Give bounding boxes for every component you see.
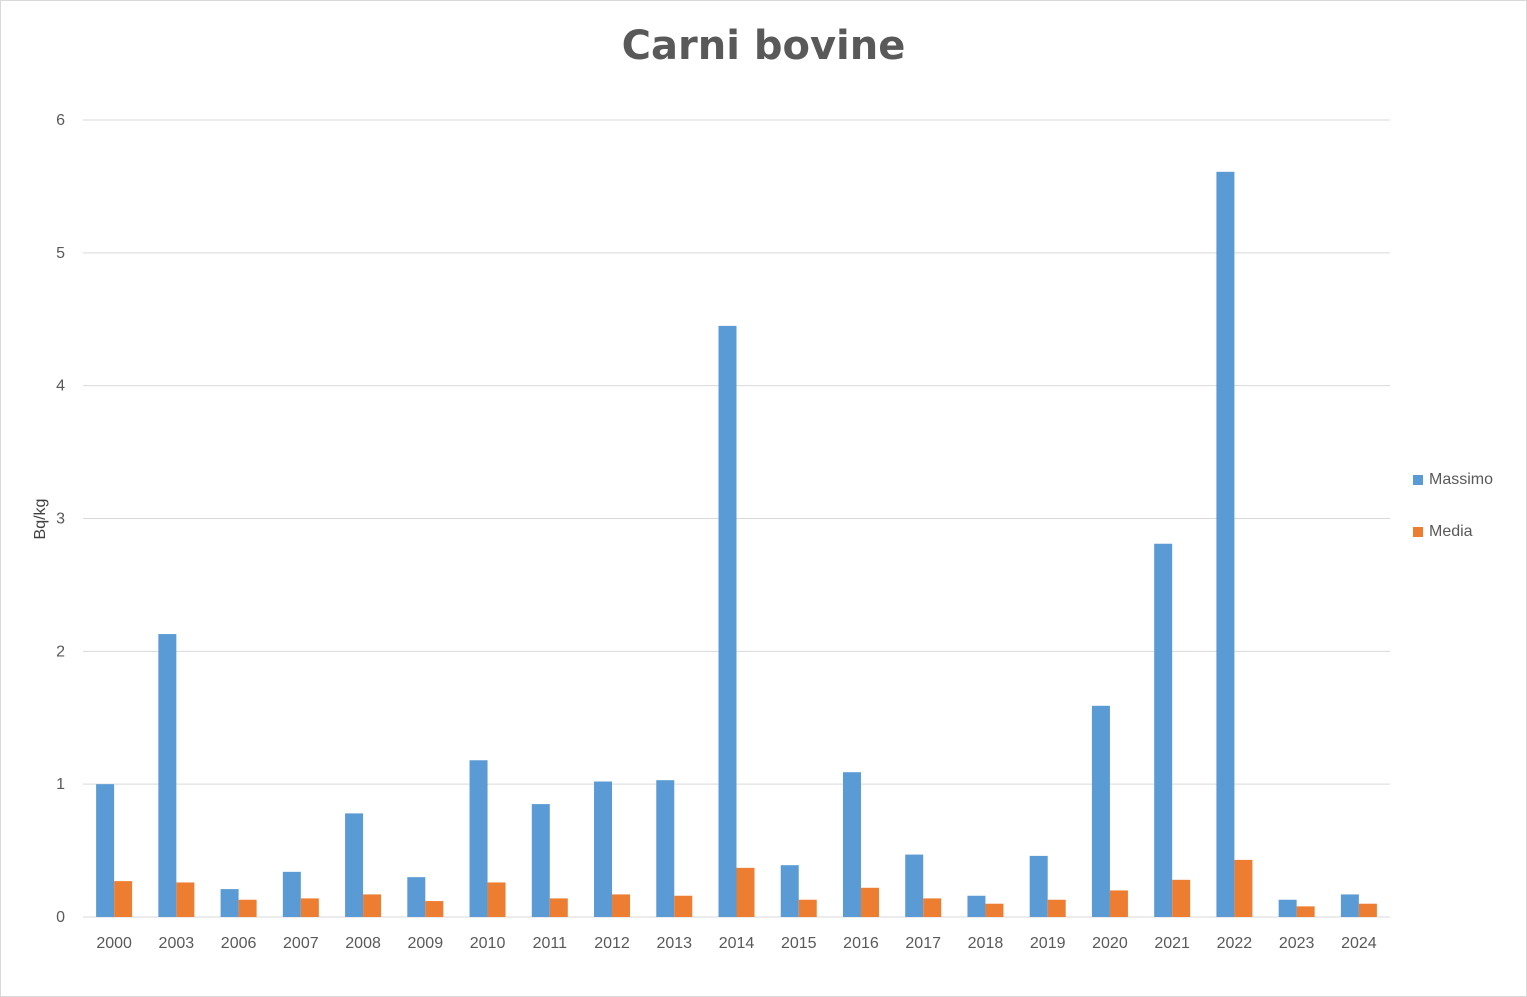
bar-massimo-2003 — [158, 634, 177, 917]
x-tick-label: 2019 — [1030, 935, 1066, 952]
x-tick-label: 2000 — [96, 935, 132, 952]
x-tick-labels: 2000 2003 2006 2007 2008 2009 2010 2011 2012 2013… — [96, 935, 1376, 952]
bar-media-2022 — [1234, 859, 1253, 917]
legend-label-media: Media — [1429, 523, 1473, 540]
bar-media-2000 — [114, 881, 133, 917]
x-tick-label: 2023 — [1279, 935, 1315, 952]
legend-item-massimo: Massimo — [1413, 469, 1493, 491]
x-tick-label: 2020 — [1092, 935, 1128, 952]
x-tick-label: 2011 — [533, 935, 568, 952]
bar-media-2009 — [425, 901, 444, 917]
bar-massimo-2010 — [469, 760, 488, 917]
x-tick-label: 2021 — [1154, 935, 1190, 952]
x-tick-label: 2024 — [1341, 935, 1377, 952]
bar-media-2003 — [176, 882, 195, 917]
y-tick-label: 2 — [56, 643, 65, 660]
bar-media-2016 — [860, 887, 879, 917]
bars — [96, 171, 1377, 917]
bar-media-2017 — [923, 898, 942, 917]
x-tick-label: 2008 — [345, 935, 381, 952]
x-tick-label: 2003 — [159, 935, 195, 952]
bar-media-2013 — [674, 895, 693, 917]
bar-massimo-2022 — [1216, 171, 1235, 917]
bar-massimo-2013 — [656, 780, 675, 917]
bar-massimo-2017 — [905, 854, 924, 917]
bar-massimo-2016 — [842, 772, 861, 917]
bar-media-2015 — [798, 899, 817, 917]
y-tick-label: 0 — [56, 909, 65, 926]
bar-media-2011 — [549, 898, 568, 917]
x-tick-label: 2015 — [781, 935, 817, 952]
bar-massimo-2000 — [96, 784, 115, 917]
bar-massimo-2009 — [407, 877, 426, 917]
bar-massimo-2021 — [1154, 543, 1173, 917]
legend-item-media: Media — [1413, 521, 1493, 543]
chart-title: Carni bovine — [621, 23, 906, 69]
y-tick-label: 3 — [56, 511, 65, 528]
x-tick-label: 2014 — [719, 935, 755, 952]
bar-media-2018 — [985, 903, 1004, 917]
x-tick-label: 2012 — [594, 935, 630, 952]
y-tick-label: 4 — [56, 378, 65, 395]
bar-massimo-2011 — [531, 804, 550, 917]
bar-massimo-2006 — [220, 889, 239, 917]
x-tick-label: 2017 — [905, 935, 941, 952]
bar-massimo-2024 — [1340, 894, 1359, 917]
x-tick-label: 2007 — [283, 935, 319, 952]
bar-media-2012 — [612, 894, 631, 917]
bar-media-2006 — [238, 899, 257, 917]
bar-media-2007 — [300, 898, 319, 917]
bar-massimo-2007 — [282, 871, 301, 917]
bar-massimo-2019 — [1029, 855, 1048, 917]
legend: Massimo Media — [1413, 469, 1493, 573]
bar-massimo-2018 — [967, 895, 986, 917]
bar-media-2008 — [363, 894, 382, 917]
x-tick-label: 2010 — [470, 935, 506, 952]
x-tick-label: 2022 — [1217, 935, 1253, 952]
bar-massimo-2015 — [780, 865, 799, 917]
x-tick-label: 2009 — [408, 935, 444, 952]
legend-label-massimo: Massimo — [1429, 471, 1494, 488]
bar-media-2019 — [1047, 899, 1066, 917]
bar-massimo-2012 — [594, 781, 613, 917]
y-tick-label: 6 — [56, 112, 65, 129]
x-tick-label: 2018 — [968, 935, 1004, 952]
legend-swatch-massimo — [1413, 475, 1423, 485]
y-axis-label: Bq/kg — [32, 499, 49, 540]
bar-media-2010 — [487, 882, 506, 917]
bar-massimo-2023 — [1278, 899, 1297, 917]
y-tick-label: 1 — [56, 776, 65, 793]
bar-media-2020 — [1109, 890, 1128, 917]
bar-massimo-2008 — [345, 813, 364, 917]
bar-media-2021 — [1172, 879, 1191, 917]
x-tick-label: 2006 — [221, 935, 257, 952]
legend-swatch-media — [1413, 527, 1423, 537]
x-tick-label: 2013 — [656, 935, 692, 952]
bar-media-2014 — [736, 867, 755, 917]
y-tick-labels: 0 1 2 3 4 5 6 — [56, 112, 65, 926]
y-tick-label: 5 — [56, 245, 65, 262]
bar-media-2024 — [1358, 903, 1377, 917]
bar-media-2023 — [1296, 906, 1315, 917]
bar-massimo-2014 — [718, 325, 737, 917]
x-tick-label: 2016 — [843, 935, 879, 952]
bar-massimo-2020 — [1091, 705, 1110, 917]
